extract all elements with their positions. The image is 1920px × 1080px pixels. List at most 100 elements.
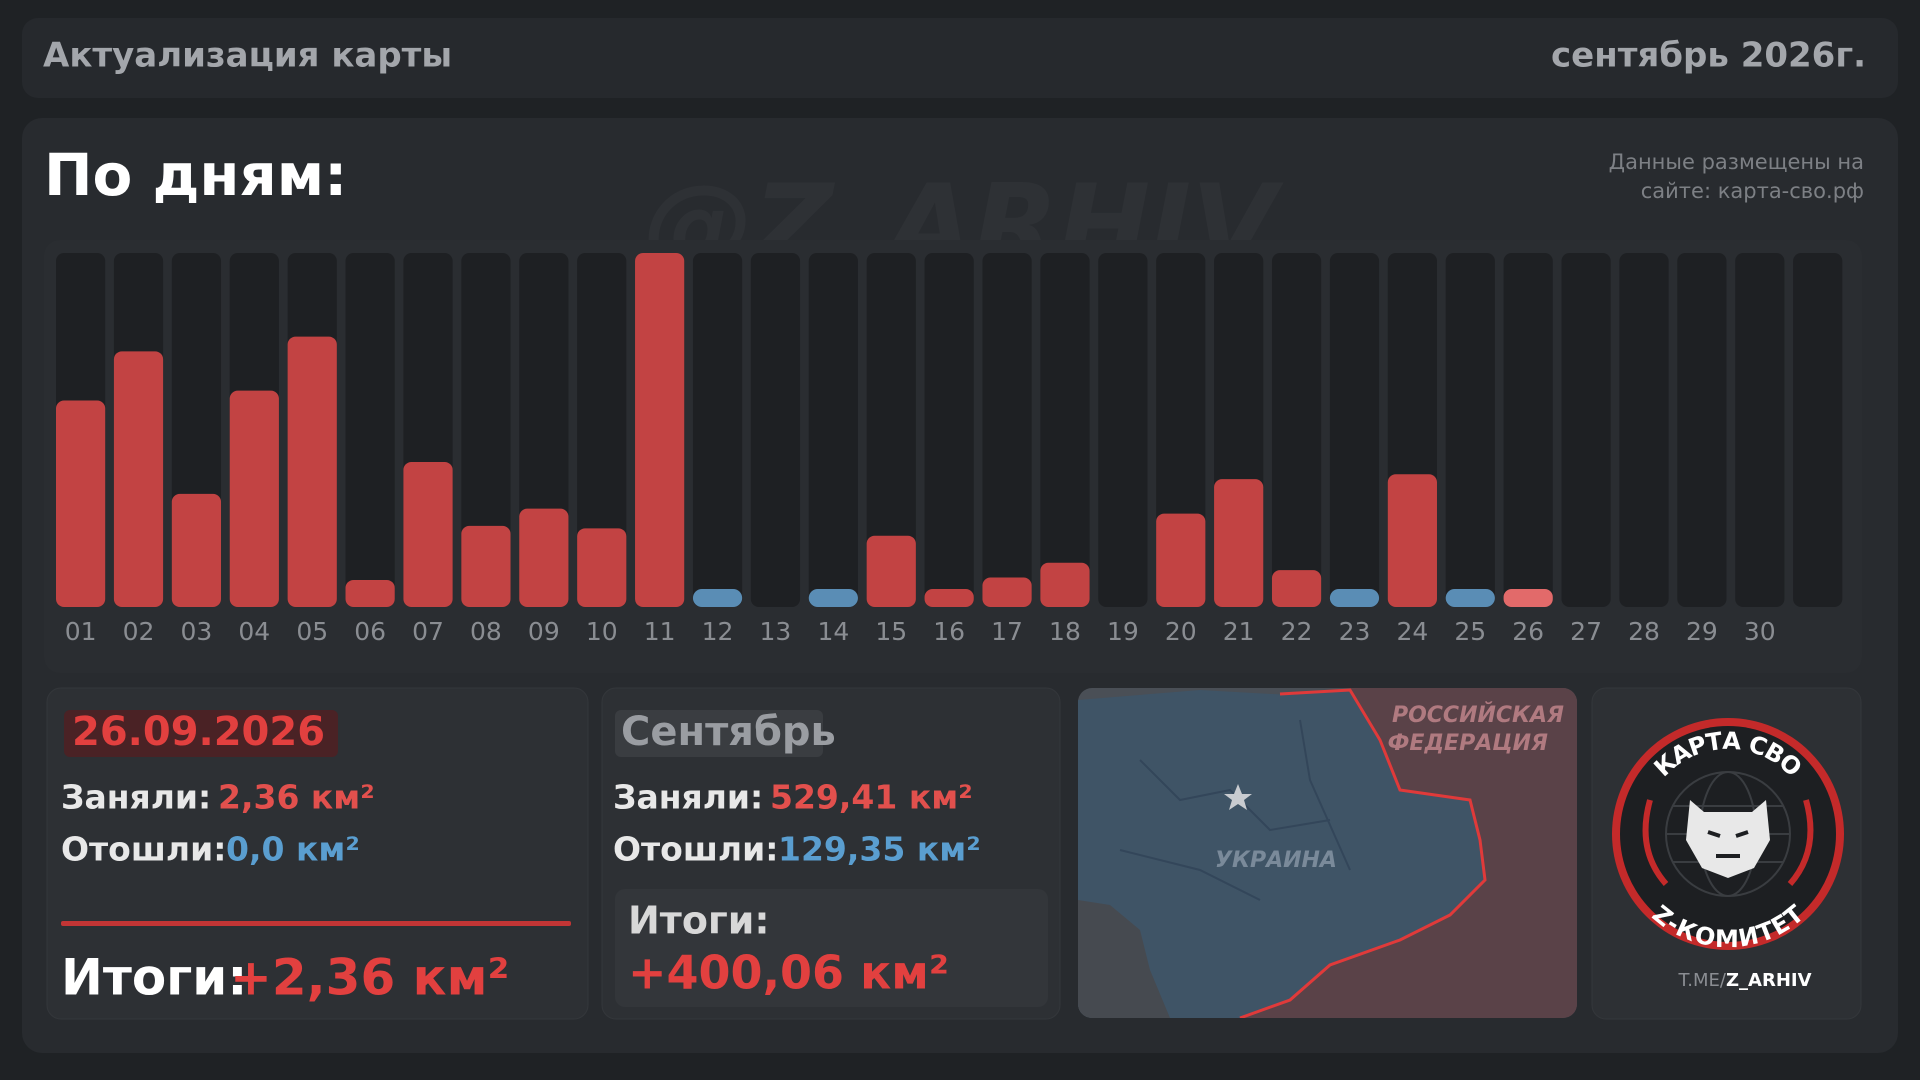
bar-track — [577, 253, 627, 607]
x-tick-label: 02 — [123, 617, 155, 646]
bar — [692, 589, 743, 607]
bar — [982, 577, 1032, 607]
header-bar — [22, 18, 1898, 98]
bar — [1503, 589, 1553, 607]
bar — [1329, 589, 1380, 607]
date-badge — [64, 710, 338, 757]
bar-track — [1619, 253, 1669, 607]
bar-track — [345, 253, 395, 607]
chart-title: По дням: — [44, 141, 347, 209]
x-tick-label: 13 — [760, 617, 792, 646]
map-russia — [1240, 688, 1577, 1018]
bar — [56, 400, 106, 607]
bar — [577, 528, 627, 607]
chart-note: Данные размещены на — [1609, 150, 1864, 174]
x-tick-label: 30 — [1744, 617, 1776, 646]
day-gained-label: Заняли: — [61, 778, 211, 817]
x-tick-label: 18 — [1049, 617, 1081, 646]
map — [1078, 688, 1577, 1018]
bar — [345, 579, 395, 607]
x-tick-label: 12 — [702, 617, 734, 646]
x-tick-label: 06 — [354, 617, 386, 646]
x-tick-label: 10 — [586, 617, 618, 646]
logo-emblem — [1707, 830, 1749, 858]
x-tick-label: 17 — [991, 617, 1023, 646]
month-total-label: Итоги: — [628, 899, 770, 943]
day-date: 26.09.2026 — [72, 709, 325, 755]
x-tick-label: 29 — [1686, 617, 1718, 646]
x-tick-label: 15 — [875, 617, 907, 646]
x-tick-label: 11 — [644, 617, 676, 646]
x-tick-label: 28 — [1628, 617, 1660, 646]
bar-track — [1445, 253, 1495, 607]
bar — [1445, 589, 1495, 607]
x-tick-label: 09 — [528, 617, 560, 646]
bar — [403, 461, 453, 607]
x-tick-label: 27 — [1570, 617, 1602, 646]
x-tick-label: 04 — [238, 617, 270, 646]
bar-track — [1561, 253, 1611, 607]
x-tick-label: 14 — [817, 617, 849, 646]
bar-track — [866, 253, 916, 607]
day-lost: 0,0 км² — [226, 830, 360, 869]
map-borders — [1119, 719, 1351, 901]
map-label: ФЕДЕРАЦИЯ — [1388, 731, 1548, 756]
map-capital — [1224, 784, 1252, 810]
month-badge — [615, 710, 823, 757]
bar — [113, 351, 164, 607]
map-label: УКРАИНА — [1215, 848, 1337, 873]
day-total: +2,36 км² — [230, 949, 509, 1007]
day-total-label: Итоги: — [61, 949, 247, 1007]
month-gained: 529,41 км² — [770, 778, 973, 817]
bar-track — [924, 253, 974, 607]
day-card — [46, 687, 589, 1020]
bar-track — [1040, 253, 1090, 607]
bar-track — [1735, 253, 1785, 607]
map-label: РОССИЙСКАЯ — [1392, 702, 1564, 728]
month-lost-label: Отошли: — [613, 830, 778, 869]
month-name: Сентябрь — [621, 709, 836, 755]
bar-track — [461, 253, 511, 607]
day-gained: 2,36 км² — [218, 778, 375, 817]
bar-track — [750, 253, 801, 607]
logo-link-prefix: T.ME/ — [1677, 970, 1726, 991]
x-tick-label: 23 — [1339, 617, 1371, 646]
bar — [287, 336, 337, 607]
month-total: +400,06 км² — [628, 946, 949, 1000]
logo-emblem — [1686, 800, 1770, 878]
month-lost: 129,35 км² — [778, 830, 981, 869]
day-lost-label: Отошли: — [61, 830, 226, 869]
month-gained-label: Заняли: — [613, 778, 763, 817]
bar — [1040, 562, 1090, 607]
bar — [808, 589, 858, 607]
x-tick-label: 16 — [933, 617, 965, 646]
bar — [924, 589, 974, 607]
header-title: Актуализация карты — [43, 36, 452, 76]
chart-note: сайте: карта-сво.рф — [1641, 179, 1864, 203]
bar-chart: 01 02 03 04 05 06 07 08 09 10 11 12 13 14 15 16 17 18 19 20… — [56, 253, 1843, 646]
header-period: сентябрь 2026г. — [1551, 36, 1866, 76]
x-tick-label: 07 — [412, 617, 444, 646]
map-moldova — [1078, 900, 1170, 1018]
bar-track — [1329, 253, 1380, 607]
x-tick-label: 03 — [181, 617, 213, 646]
bar — [635, 253, 685, 607]
bar — [461, 525, 511, 607]
logo-link-handle: Z_ARHIV — [1726, 970, 1812, 991]
bar — [1156, 513, 1206, 607]
x-tick-label: 26 — [1512, 617, 1544, 646]
bar — [1214, 479, 1264, 607]
x-tick-label: 20 — [1165, 617, 1197, 646]
bar-track — [1271, 253, 1322, 607]
bar — [1271, 570, 1322, 607]
bar-track — [1793, 253, 1843, 607]
x-tick-label: 01 — [65, 617, 97, 646]
bar — [519, 508, 569, 607]
bar — [866, 535, 916, 607]
bar-track — [808, 253, 858, 607]
bar — [1387, 474, 1437, 607]
bar-track — [692, 253, 743, 607]
x-tick-label: 25 — [1454, 617, 1486, 646]
x-tick-label: 22 — [1281, 617, 1313, 646]
